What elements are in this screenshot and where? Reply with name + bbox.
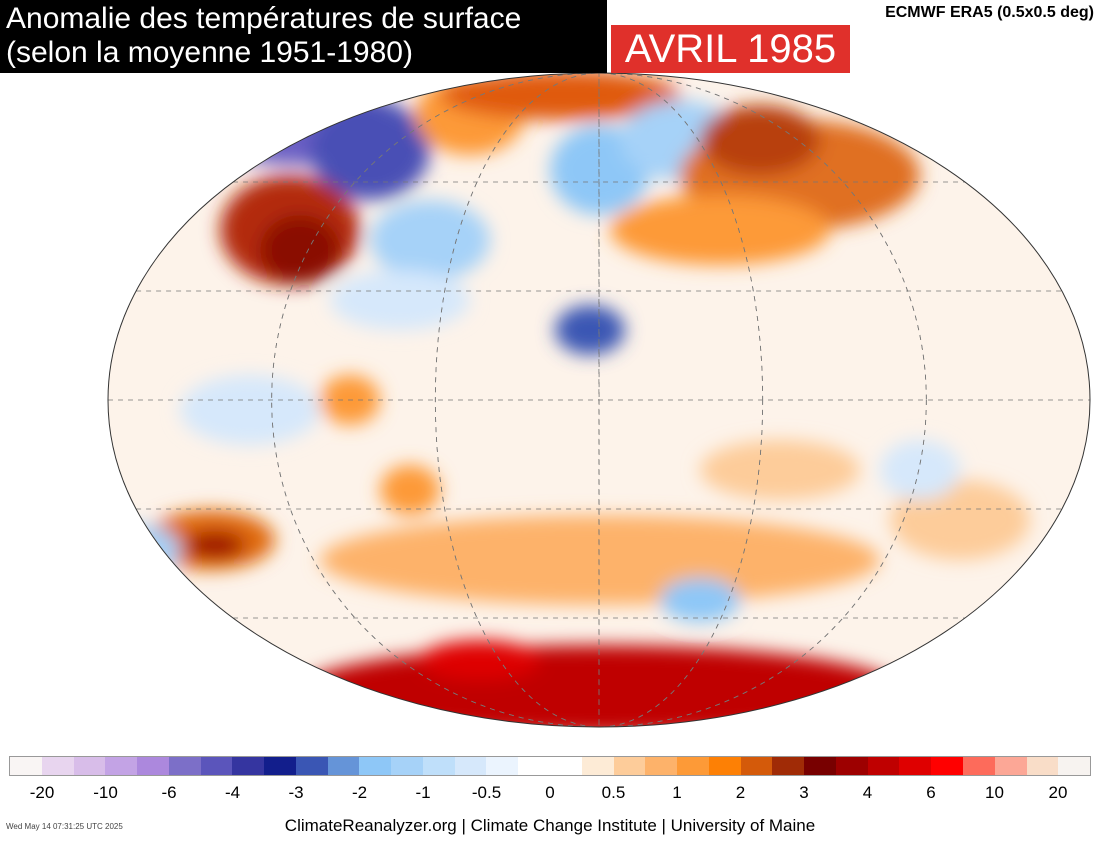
colorbar-ticks: -20 -10 -6 -4 -3 -2 -1 -0.5 0 0.5 1 2 3 4 6 10 20 — [10, 783, 1090, 803]
colorbar-swatch — [550, 757, 582, 775]
anomaly-region — [180, 375, 320, 445]
title-box: Anomalie des températures de surface (se… — [0, 0, 607, 73]
credit: ClimateReanalyzer.org | Climate Change I… — [284, 816, 816, 835]
anomaly-region — [440, 73, 680, 120]
colorbar-swatch — [486, 757, 519, 775]
colorbar-swatch — [867, 757, 900, 775]
colorbar-swatch — [613, 757, 646, 775]
colorbar-swatch — [899, 757, 932, 775]
colorbar-swatch — [962, 757, 995, 775]
colorbar-tick-label: 1 — [672, 783, 682, 802]
anomaly-region — [300, 645, 900, 727]
colorbar-tick-label: 2 — [735, 783, 746, 802]
longitude-line — [434, 73, 764, 727]
colorbar-tick-label: -2 — [351, 783, 368, 802]
colorbar-tick-label: 20 — [1048, 783, 1068, 802]
anomaly-region — [700, 105, 820, 175]
longitude-line — [271, 73, 927, 727]
anomaly-region — [660, 578, 740, 622]
anomaly-region — [310, 100, 430, 200]
colorbar — [9, 756, 1091, 776]
colorbar-swatch — [581, 757, 614, 775]
anomaly-region — [890, 480, 1030, 560]
colorbar-swatch — [168, 757, 201, 775]
colorbar-swatch — [645, 757, 678, 775]
colorbar-swatch — [772, 757, 805, 775]
anomaly-region — [880, 440, 960, 500]
title-line-2: (selon la moyenne 1951-1980) — [6, 36, 413, 69]
colorbar-swatch — [835, 757, 868, 775]
colorbar-swatch — [232, 757, 265, 775]
colorbar-swatch — [931, 757, 963, 775]
colorbar-swatch — [105, 757, 138, 775]
colorbar-swatch — [518, 757, 551, 775]
colorbar-swatch — [73, 757, 106, 775]
anomaly-map — [107, 72, 1091, 728]
data-source: ECMWF ERA5 (0.5x0.5 deg) — [885, 4, 1094, 21]
colorbar-tick-label: 3 — [799, 783, 809, 802]
colorbar-swatch — [677, 757, 709, 775]
colorbar-swatch — [200, 757, 233, 775]
colorbar-swatch — [137, 757, 169, 775]
timestamp: Wed May 14 07:31:25 UTC 2025 — [6, 822, 123, 831]
colorbar-tick-label: 4 — [862, 783, 873, 802]
colorbar-swatch — [41, 757, 74, 775]
colorbar-tick-label: 10 — [985, 783, 1004, 802]
anomaly-region — [370, 200, 490, 280]
colorbar-swatch — [740, 757, 773, 775]
anomaly-region — [555, 305, 625, 355]
colorbar-tick-label: -4 — [224, 783, 241, 802]
anomaly-region — [195, 660, 265, 700]
colorbar-swatch — [1026, 757, 1059, 775]
anomaly-region — [700, 440, 860, 500]
anomaly-region — [108, 525, 180, 575]
colorbar-swatch — [422, 757, 455, 775]
anomaly-region — [420, 640, 540, 680]
colorbar-swatch — [1058, 757, 1091, 775]
colorbar-tick-label: -3 — [288, 783, 304, 802]
colorbar-swatch — [10, 757, 42, 775]
colorbar-tick-label: -6 — [161, 783, 177, 802]
colorbar-tick-label: -1 — [415, 783, 431, 802]
colorbar-swatch — [295, 757, 328, 775]
colorbar-swatch — [359, 757, 392, 775]
anomaly-region — [320, 515, 880, 605]
colorbar-swatch — [264, 757, 296, 775]
anomaly-region — [185, 531, 245, 559]
anomaly-region — [330, 270, 470, 330]
colorbar-tick-label: -20 — [29, 783, 55, 802]
colorbar-swatch — [391, 757, 423, 775]
anomaly-region — [610, 195, 830, 265]
colorbar-tick-label: -0.5 — [471, 783, 502, 802]
colorbar-tick-label: 0.5 — [601, 783, 626, 802]
title-line-1: Anomalie des températures de surface — [6, 2, 522, 35]
globe-outline — [107, 72, 1091, 728]
anomaly-region — [380, 465, 440, 515]
colorbar-swatch — [994, 757, 1027, 775]
colorbar-swatch — [327, 757, 360, 775]
month-label: AVRIL 1985 — [611, 25, 850, 73]
colorbar-tick-label: 6 — [926, 783, 936, 802]
colorbar-tick-label: -10 — [93, 783, 118, 802]
colorbar-tick-label: 0 — [545, 783, 555, 802]
anomaly-region — [260, 215, 340, 285]
colorbar-swatch — [804, 757, 836, 775]
colorbar-swatch — [454, 757, 487, 775]
colorbar-swatch — [708, 757, 741, 775]
